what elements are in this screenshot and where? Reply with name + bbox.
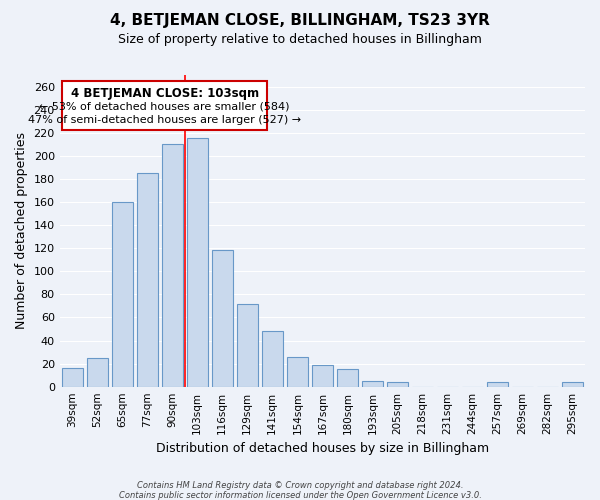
Text: Contains public sector information licensed under the Open Government Licence v3: Contains public sector information licen… [119, 491, 481, 500]
Bar [187, 138, 208, 386]
Text: Size of property relative to detached houses in Billingham: Size of property relative to detached ho… [118, 32, 482, 46]
X-axis label: Distribution of detached houses by size in Billingham: Distribution of detached houses by size … [156, 442, 489, 455]
Bar [312, 364, 333, 386]
Bar [487, 382, 508, 386]
Bar [112, 202, 133, 386]
Bar [262, 332, 283, 386]
Bar [287, 356, 308, 386]
Bar [86, 358, 108, 386]
FancyBboxPatch shape [62, 81, 267, 130]
Bar [236, 304, 258, 386]
Y-axis label: Number of detached properties: Number of detached properties [15, 132, 28, 330]
Bar [212, 250, 233, 386]
Bar [562, 382, 583, 386]
Text: 4 BETJEMAN CLOSE: 103sqm: 4 BETJEMAN CLOSE: 103sqm [71, 86, 259, 100]
Bar [337, 370, 358, 386]
Bar [137, 173, 158, 386]
Bar [387, 382, 408, 386]
Text: 4, BETJEMAN CLOSE, BILLINGHAM, TS23 3YR: 4, BETJEMAN CLOSE, BILLINGHAM, TS23 3YR [110, 12, 490, 28]
Bar [161, 144, 183, 386]
Bar [62, 368, 83, 386]
Bar [362, 381, 383, 386]
Text: 47% of semi-detached houses are larger (527) →: 47% of semi-detached houses are larger (… [28, 116, 301, 126]
Text: ← 53% of detached houses are smaller (584): ← 53% of detached houses are smaller (58… [40, 102, 290, 112]
Text: Contains HM Land Registry data © Crown copyright and database right 2024.: Contains HM Land Registry data © Crown c… [137, 481, 463, 490]
